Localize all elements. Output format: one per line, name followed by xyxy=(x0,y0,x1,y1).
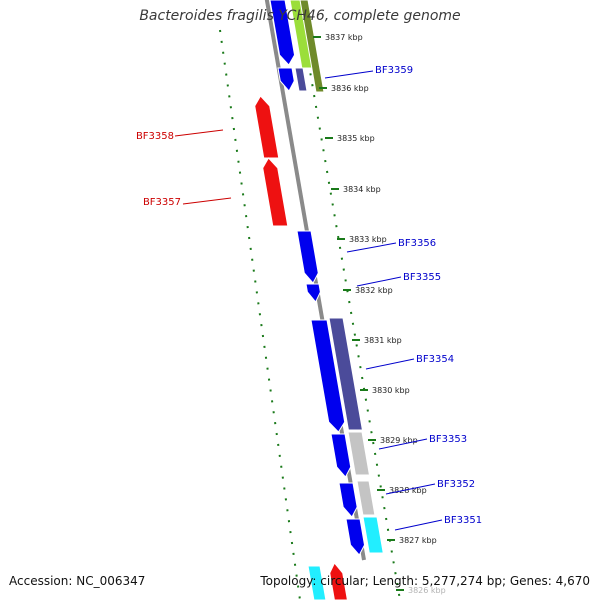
tick-label: 3831 kbp xyxy=(364,336,402,345)
dotted-guides xyxy=(219,29,401,600)
gene-leader-line xyxy=(378,438,428,450)
tick-label: 3836 kbp xyxy=(331,84,369,93)
gene-labels: BF3359 BF3358 BF3357 BF3356 BF3355 BF3354 BF33… xyxy=(136,65,482,531)
accession-info: Accession: NC_006347 xyxy=(9,574,145,588)
gene-leader-line xyxy=(365,358,415,370)
gene-label-bf3358[interactable]: BF3358 xyxy=(136,131,174,142)
tick-label: 3833 kbp xyxy=(349,235,387,244)
gene-slate-2 xyxy=(294,67,308,92)
gene-label-bf3359[interactable]: BF3359 xyxy=(375,65,413,76)
gene-leader-line xyxy=(324,70,374,79)
gene-label-bf3357[interactable]: BF3357 xyxy=(143,197,181,208)
genes-value: 4,670 xyxy=(555,574,590,588)
gene-red-bottom xyxy=(329,562,348,600)
tick-label: 3837 kbp xyxy=(325,33,363,42)
gene-leader-line xyxy=(174,129,224,137)
genome-stats: Topology: circular; Length: 5,277,274 bp… xyxy=(260,574,590,588)
genes-label: Genes: xyxy=(509,574,552,588)
gene-label-bf3353[interactable]: BF3353 xyxy=(429,434,467,445)
tick-label: 3829 kbp xyxy=(380,436,418,445)
gene-blue-2 xyxy=(277,67,295,92)
accession-value: NC_006347 xyxy=(76,574,146,588)
gene-BF3356-arrow xyxy=(296,230,319,284)
gene-label-bf3356[interactable]: BF3356 xyxy=(398,238,436,249)
gene-label-bf3355[interactable]: BF3355 xyxy=(403,272,441,283)
gene-label-bf3354[interactable]: BF3354 xyxy=(416,354,454,365)
gene-label-bf3351[interactable]: BF3351 xyxy=(444,515,482,526)
gene-blue-top xyxy=(269,0,296,66)
gene-leader-line xyxy=(356,276,402,287)
tick-label: 3827 kbp xyxy=(399,536,437,545)
gene-BF3358-arrow xyxy=(254,95,280,159)
map-title: Bacteroides fragilis YCH46, complete gen… xyxy=(139,8,461,24)
gene-BF3355-arrow xyxy=(305,283,321,303)
gene-BF3352-arrow xyxy=(338,482,358,518)
gene-label-bf3352[interactable]: BF3352 xyxy=(437,479,475,490)
gene-leader-line xyxy=(385,483,436,495)
gene-leader-line xyxy=(346,242,397,253)
gene-cyan-bottom xyxy=(307,565,327,600)
gene-BF3357-arrow xyxy=(262,157,289,227)
gene-leader-line xyxy=(182,197,232,205)
gene-olive-top xyxy=(299,0,325,93)
gene-BF3354-arrow xyxy=(310,319,346,433)
feature-track xyxy=(254,0,384,600)
gene-leader-line xyxy=(394,519,443,531)
gene-BF3353-grey xyxy=(347,431,371,476)
gene-BF3354-slate xyxy=(328,317,364,431)
tick-label: 3835 kbp xyxy=(337,134,375,143)
accession-label: Accession: xyxy=(9,574,73,588)
gene-BF3352-grey xyxy=(356,480,376,516)
topology-label: Topology: xyxy=(260,574,317,588)
length-value: 5,277,274 bp xyxy=(421,574,502,588)
gene-BF3351-arrow xyxy=(345,518,366,556)
tick-label: 3828 kbp xyxy=(389,486,427,495)
gene-BF3351-cyan xyxy=(362,516,384,554)
topology-value: circular xyxy=(320,574,365,588)
tick-label: 3826 kbp xyxy=(408,586,446,595)
tick-label: 3832 kbp xyxy=(355,286,393,295)
tick-label: 3834 kbp xyxy=(343,185,381,194)
length-label: Length: xyxy=(372,574,419,588)
tick-label: 3830 kbp xyxy=(372,386,410,395)
tick-marks: 3837 kbp 3836 kbp 3835 kbp 3834 kbp 3833 kbp… xyxy=(313,33,446,595)
gene-BF3353-arrow xyxy=(330,433,352,478)
